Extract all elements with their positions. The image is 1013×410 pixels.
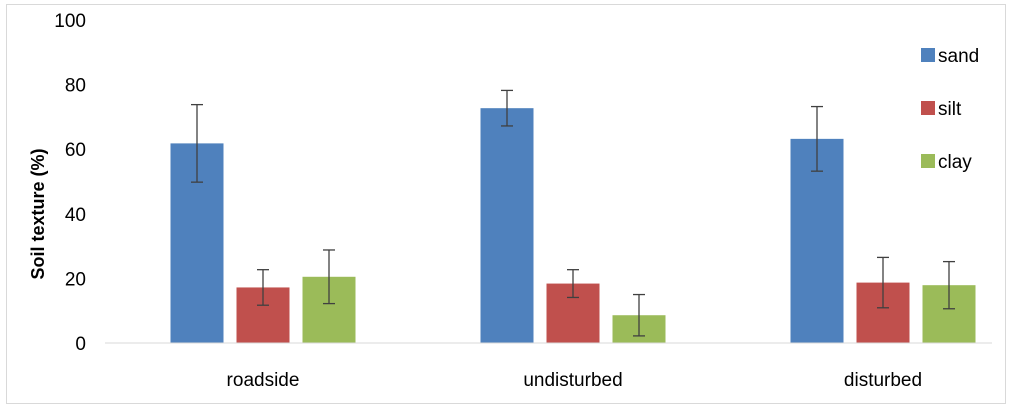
legend-swatch-silt [921,101,935,115]
y-axis-ticks: 0 20 40 60 80 100 [54,11,86,355]
category-label-undisturbed: undisturbed [523,370,622,391]
legend: sand silt clay [921,46,979,173]
legend-swatch-clay [921,154,935,168]
error-bar-sand-undisturbed [501,89,513,127]
bar-sand-undisturbed [480,108,534,343]
y-tick-label: 60 [65,140,86,161]
bar-sand-disturbed [790,138,844,343]
error-bar-clay-roadside [323,249,335,305]
category-label-disturbed: disturbed [844,370,922,391]
y-tick-label: 80 [65,76,86,97]
category-labels: roadside undisturbed disturbed [227,370,923,391]
error-bar-clay-undisturbed [633,293,645,337]
error-bar-sand-roadside [191,103,203,183]
legend-label-sand: sand [938,46,979,67]
error-bars [191,89,955,337]
error-bar-silt-undisturbed [567,269,579,299]
y-tick-label: 0 [75,334,86,355]
y-tick-label: 40 [65,205,86,226]
y-tick-label: 100 [54,11,86,32]
category-label-roadside: roadside [227,370,300,391]
legend-swatch-sand [921,48,935,62]
legend-label-clay: clay [938,152,972,173]
y-tick-label: 20 [65,269,86,290]
error-bar-silt-disturbed [877,256,889,309]
legend-label-silt: silt [938,99,962,120]
y-axis-label: Soil texture (%) [28,148,48,279]
error-bar-sand-disturbed [811,105,823,172]
error-bar-clay-disturbed [943,260,955,310]
bars [170,108,976,343]
error-bar-silt-roadside [257,269,269,306]
